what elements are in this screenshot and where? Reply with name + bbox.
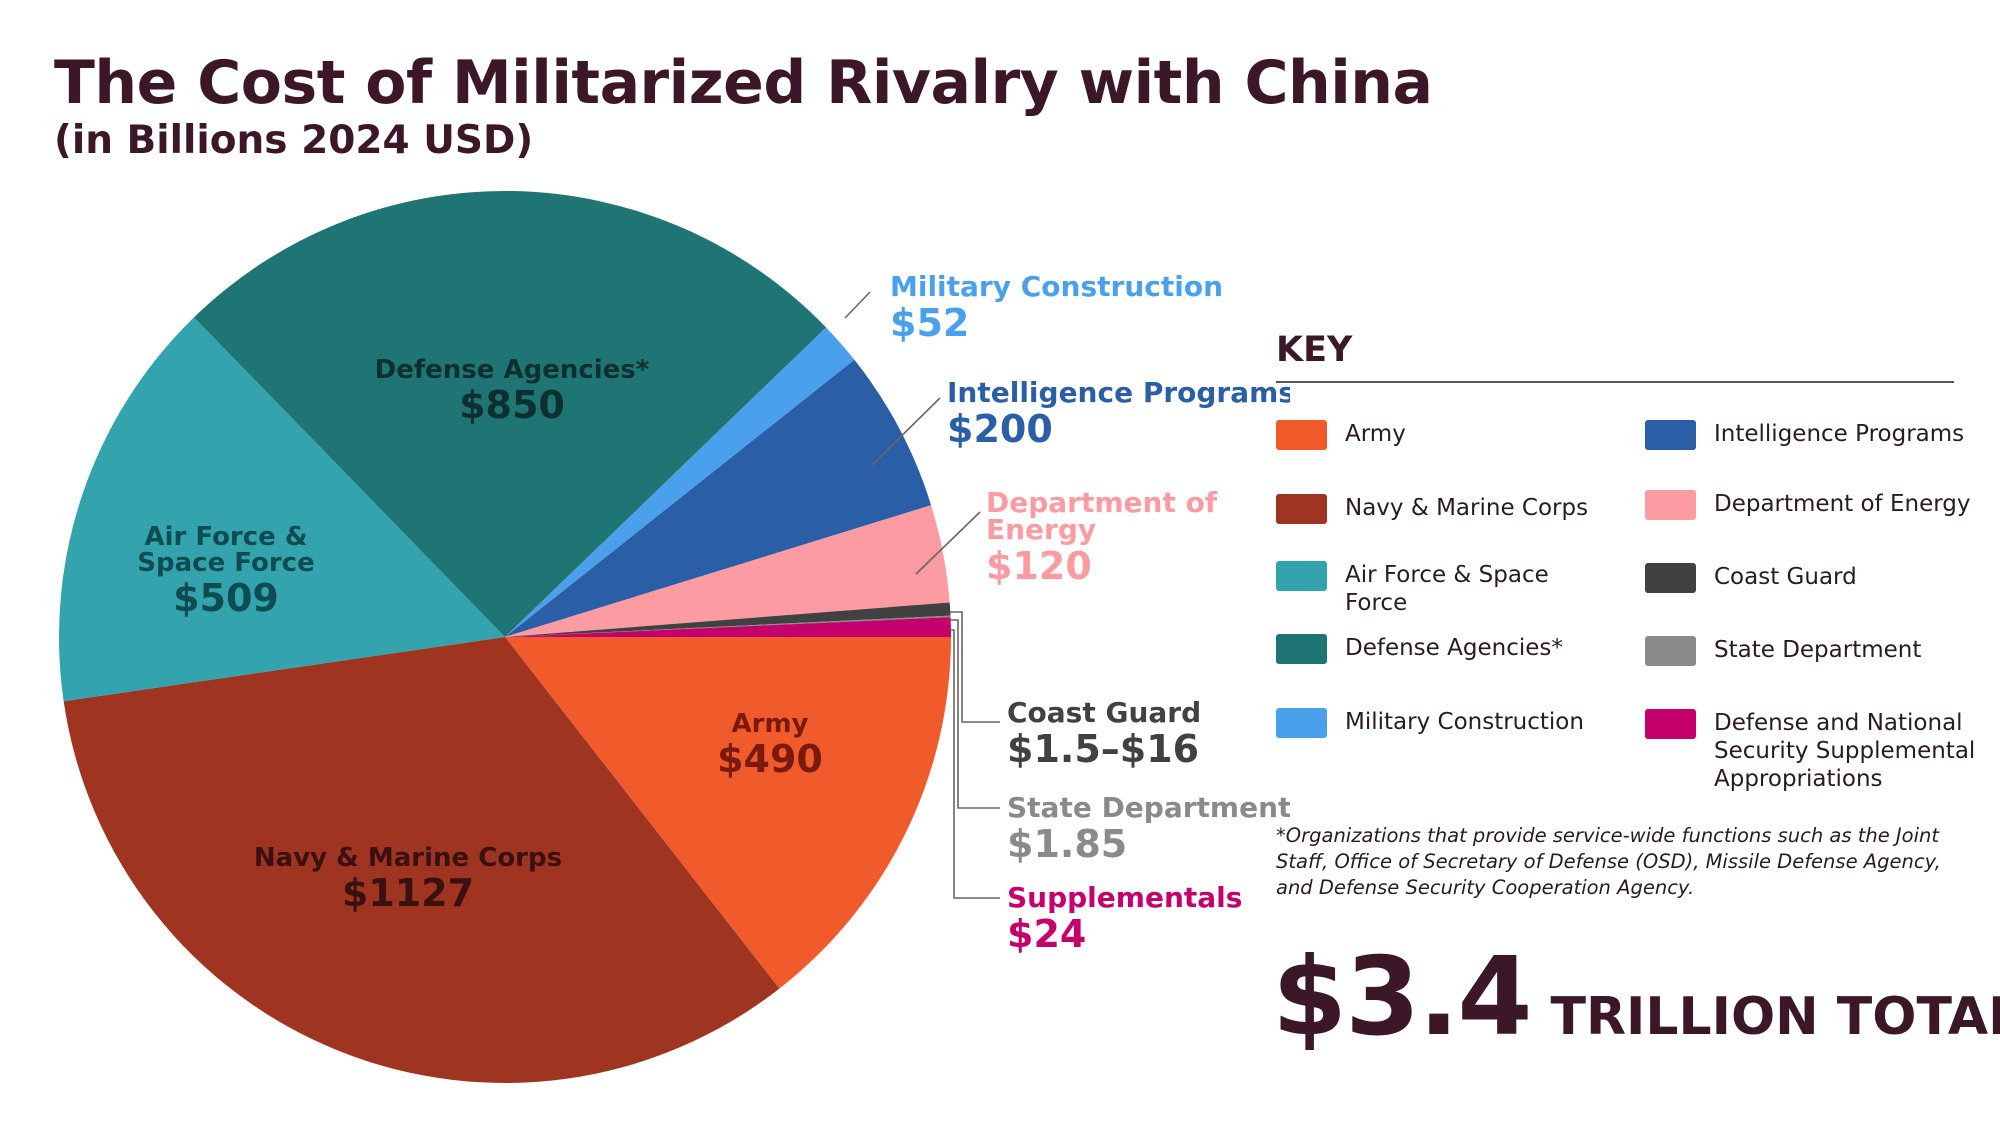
key-item-coast-guard: Coast Guard	[1645, 563, 1984, 593]
key-label: Coast Guard	[1714, 564, 1857, 590]
slice-label-name: Intelligence Programs	[947, 376, 1290, 409]
slice-label-name: Navy & Marine Corps	[254, 843, 562, 873]
pie-slice-army	[505, 637, 951, 989]
slice-label-name: Military Construction	[890, 270, 1223, 303]
key-label: Army	[1345, 421, 1406, 447]
key-label: Intelligence Programs	[1714, 421, 1965, 447]
leader-supplementals	[950, 629, 1000, 899]
key-swatch	[1276, 634, 1327, 664]
pie-slice-defense	[193, 191, 827, 637]
key-swatch	[1645, 563, 1696, 593]
key-swatch	[1276, 420, 1327, 450]
slice-label-name: Energy	[986, 513, 1096, 546]
slice-label-value: $24	[1007, 912, 1086, 956]
pie-slices	[58, 191, 951, 1083]
slice-label-name: Air Force &	[144, 522, 307, 552]
total-amount: $3.4	[1272, 935, 1532, 1060]
key-swatch	[1276, 708, 1327, 738]
slice-label-supp: Supplementals$24	[1007, 881, 1242, 956]
key-label: Military Construction	[1345, 709, 1584, 735]
slice-label-name: Defense Agencies*	[375, 355, 650, 385]
key-label: Defense and National Security Supplement…	[1714, 710, 1976, 792]
key-label: Air Force & Space Force	[1345, 562, 1549, 616]
pie-slice-intel	[505, 359, 932, 637]
slice-label-value: $1127	[342, 871, 474, 915]
slice-label-name: Department of	[986, 486, 1218, 519]
slice-label-milcon: Military Construction$52	[890, 270, 1223, 345]
slice-label-value: $490	[717, 737, 823, 781]
leader-military-construction	[844, 291, 871, 319]
footnote: *Organizations that provide service-wide…	[1276, 824, 1941, 899]
total-unit: TRILLION TOTAL	[1550, 987, 2000, 1047]
slice-label-coast: Coast Guard$1.5–$16	[1007, 696, 1201, 771]
total-summary: $3.4 TRILLION TOTAL	[1272, 935, 2000, 1060]
key-item-energy: Department of Energy	[1645, 490, 1984, 520]
slice-label-defense: Defense Agencies*$850	[375, 355, 650, 427]
key-item-army: Army	[1276, 420, 1615, 450]
key-label: Department of Energy	[1714, 491, 1971, 517]
key-item-intelligence: Intelligence Programs	[1645, 420, 1984, 450]
key-label: Defense Agencies*	[1345, 635, 1563, 661]
key-divider	[1276, 381, 1954, 383]
pie-chart: Army$490 Navy & Marine Corps$1127 Air Forc…	[58, 191, 1290, 1083]
slice-label-navy: Navy & Marine Corps$1127	[254, 843, 562, 915]
leader-coast-guard	[950, 611, 1000, 723]
slice-label-name: Army	[732, 709, 809, 739]
slice-label-value: $52	[890, 301, 969, 345]
slice-label-value: $1.85	[1007, 822, 1127, 866]
key-item-supplementals: Defense and National Security Supplement…	[1645, 709, 1984, 793]
key-item-navy: Navy & Marine Corps	[1276, 494, 1615, 524]
pie-slice-state	[505, 615, 951, 637]
slice-label-name: State Department	[1007, 791, 1290, 824]
key-swatch	[1645, 636, 1696, 666]
pie-slice-milcon	[505, 327, 855, 637]
key-item-air-force: Air Force & Space Force	[1276, 561, 1615, 617]
chart-subtitle: (in Billions 2024 USD)	[54, 118, 534, 163]
slice-label-name: Space Force	[137, 548, 314, 578]
leader-lines	[844, 291, 1000, 899]
pie-slice-supp	[505, 617, 951, 637]
slice-label-value: $200	[947, 407, 1053, 451]
slice-label-value: $850	[459, 383, 565, 427]
key-label: Navy & Marine Corps	[1345, 495, 1589, 521]
slice-label-value: $1.5–$16	[1007, 727, 1199, 771]
key-item-defense-agencies: Defense Agencies*	[1276, 634, 1615, 664]
leader-intelligence	[871, 397, 941, 466]
key-swatch	[1645, 490, 1696, 520]
slice-label-value: $120	[986, 544, 1092, 588]
slice-label-army: Army$490	[717, 709, 823, 781]
key-item-state-department: State Department	[1645, 636, 1984, 666]
chart-title: The Cost of Militarized Rivalry with Chi…	[54, 48, 1433, 118]
slice-label-airforce: Air Force &Space Force$509	[137, 522, 314, 620]
slice-labels: Army$490 Navy & Marine Corps$1127 Air Forc…	[137, 270, 1290, 956]
key-swatch	[1645, 709, 1696, 739]
pie-slice-coast	[505, 602, 951, 637]
pie-slice-airforce	[58, 317, 505, 702]
key-label: State Department	[1714, 637, 1922, 663]
slice-label-name: Supplementals	[1007, 881, 1242, 914]
key-title: KEY	[1276, 330, 1353, 370]
slice-label-intel: Intelligence Programs$200	[947, 376, 1290, 451]
key-swatch	[1645, 420, 1696, 450]
pie-slice-navy	[63, 637, 780, 1083]
slice-label-state: State Department$1.85	[1007, 791, 1290, 866]
leader-energy	[915, 511, 981, 575]
leader-state-department	[950, 619, 1000, 809]
key-swatch	[1276, 494, 1327, 524]
key-swatch	[1276, 561, 1327, 591]
key-item-military-construction: Military Construction	[1276, 708, 1615, 738]
slice-label-value: $509	[173, 576, 279, 620]
slice-label-name: Coast Guard	[1007, 696, 1201, 729]
pie-slice-energy	[505, 505, 950, 637]
